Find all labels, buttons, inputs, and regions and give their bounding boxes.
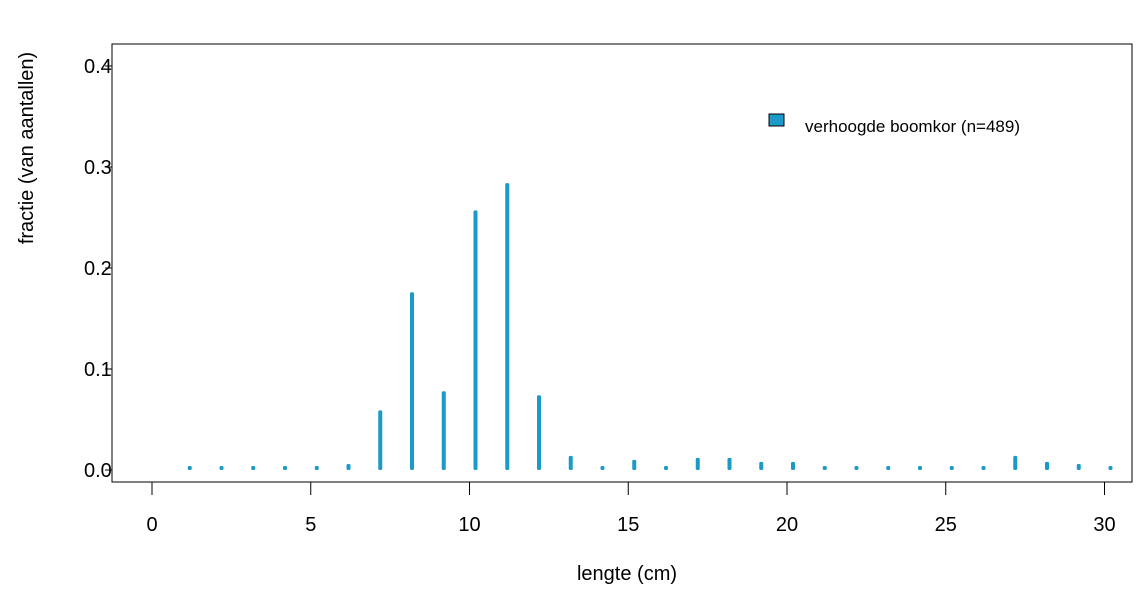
bar-length-22 [854, 466, 859, 470]
y-tick-label: 0.3 [84, 157, 112, 179]
bar-length-1 [187, 466, 192, 470]
bar-length-7 [378, 410, 383, 470]
bar-length-28 [1045, 461, 1049, 470]
bar-length-5 [314, 465, 319, 470]
bar-length-6 [346, 463, 351, 470]
plot-frame [111, 43, 1133, 483]
bar-series [187, 183, 1113, 470]
legend: verhoogde boomkor (n=489) [768, 113, 1020, 136]
legend-swatch [768, 113, 785, 127]
bar-length-26 [981, 465, 986, 470]
bar-length-12 [537, 395, 541, 470]
bar-length-2 [219, 466, 224, 470]
bar-length-23 [886, 466, 891, 470]
x-tick-label: 5 [305, 514, 316, 536]
bar-length-9 [441, 391, 446, 470]
bar-length-17 [695, 457, 700, 470]
bar-length-18 [727, 457, 732, 470]
bar-length-25 [949, 465, 954, 470]
bar-length-27 [1013, 455, 1018, 470]
x-axis-title: lengte (cm) [577, 563, 677, 585]
bar-length-8 [410, 292, 414, 470]
bar-length-15 [632, 459, 637, 470]
bar-length-3 [251, 466, 256, 470]
bar-length-14 [600, 465, 605, 470]
x-axis: 0 5 10 15 20 25 30 [146, 481, 1116, 536]
bar-length-19 [759, 461, 764, 470]
x-tick-label: 25 [935, 514, 957, 536]
bar-length-24 [918, 465, 922, 470]
x-tick-label: 20 [776, 514, 798, 536]
bar-length-16 [664, 465, 668, 470]
x-tick-label: 30 [1093, 514, 1115, 536]
y-axis-title: fractie (van aantallen) [16, 52, 38, 244]
y-tick-label: 0.2 [84, 258, 112, 280]
bar-length-30 [1108, 465, 1113, 470]
x-tick-label: 10 [458, 514, 480, 536]
y-tick-label: 0.1 [84, 359, 112, 381]
bar-length-13 [568, 455, 573, 470]
y-tick-label: 0.4 [84, 56, 112, 78]
bar-length-21 [822, 465, 827, 470]
legend-label: verhoogde boomkor (n=489) [805, 117, 1020, 136]
bar-length-10 [473, 210, 478, 470]
bar-length-29 [1076, 463, 1081, 470]
bar-length-20 [791, 461, 795, 470]
x-tick-label: 0 [146, 514, 157, 536]
bar-length-4 [283, 466, 287, 470]
y-tick-label: 0.0 [84, 460, 112, 482]
y-axis: 0.0 0.1 0.2 0.3 0.4 [84, 56, 112, 482]
bar-length-11 [505, 183, 510, 470]
x-tick-label: 15 [617, 514, 639, 536]
